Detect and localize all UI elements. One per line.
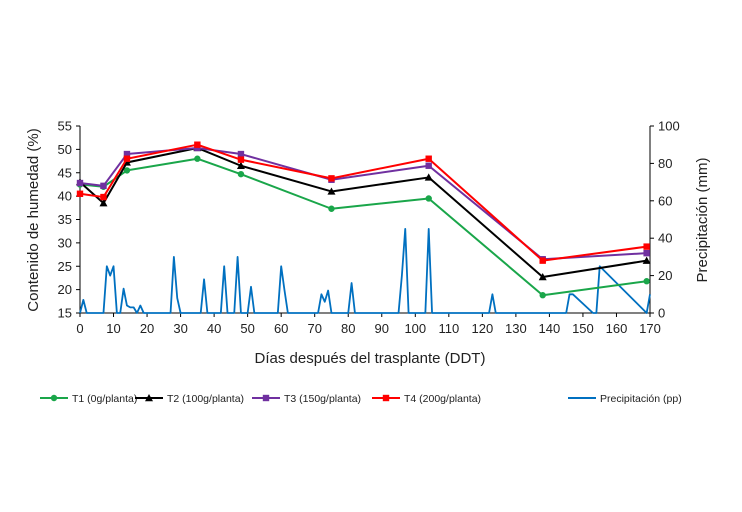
data-point [642,256,651,264]
x-tick-label: 90 [375,321,389,336]
data-point [643,243,650,250]
x-tick-label: 130 [505,321,527,336]
series-2 [76,144,650,263]
legend-marker [262,394,270,402]
data-point [123,167,131,174]
y-tick-label: 15 [58,306,72,321]
y2-tick-label: 60 [658,193,672,208]
y2-tick-label: 20 [658,268,672,283]
series-4 [79,227,651,314]
legend-item-0: T1 (0g/planta) [40,393,137,405]
y2-axis-title: Precipitación (mm) [694,157,711,282]
data-point [643,249,650,257]
axes: 0 10 20 30 40 50 60 70 80 90 100 110 120 130 140 150 160… [58,119,680,337]
series-line [79,227,651,314]
data-point [328,205,335,212]
data-point [99,199,108,207]
y-tick-label: 40 [58,189,72,204]
x-tick-label: 20 [140,321,154,336]
data-point [643,278,650,285]
legend-item-3: T4 (200g/planta) [372,393,481,405]
legend-label: T4 (200g/planta) [404,393,481,405]
y-tick-label: 55 [58,119,72,134]
x-tick-label: 40 [207,321,221,336]
data-point [123,155,131,162]
y-tick-label: 20 [58,282,72,297]
data-point [425,195,432,202]
data-point [425,155,432,162]
x-tick-label: 160 [606,321,628,336]
x-tick-label: 0 [76,321,83,336]
legend: T1 (0g/planta) T2 (100g/planta) T3 (150g/p… [40,393,682,405]
data-point [538,273,547,281]
y-tick-label: 45 [58,165,72,180]
data-point [100,193,107,201]
series-0 [76,155,650,299]
data-point [237,170,245,178]
y-tick-label: 30 [58,235,72,250]
series-line [79,143,647,262]
x-tick-label: 150 [572,321,594,336]
x-tick-label: 110 [438,321,459,336]
data-point [100,182,107,190]
y2-tick-label: 100 [658,119,680,134]
data-point [539,257,546,264]
data-point [327,187,336,195]
data-point [123,150,131,158]
y2-tick-label: 80 [658,156,672,171]
x-tick-label: 140 [539,321,561,336]
data-point [194,155,201,162]
data-point [236,161,245,169]
legend-item-2: T3 (150g/planta) [252,393,361,405]
data-point [194,141,201,148]
axis-labels: Días después del trasplante (DDT) Conten… [25,128,711,367]
x-axis-title: Días después del trasplante (DDT) [255,350,486,367]
legend-marker [145,394,153,402]
legend-marker [50,394,58,402]
legend-label: T1 (0g/planta) [72,393,137,405]
data-point [76,179,84,187]
data-point [237,156,245,163]
data-point [237,150,245,158]
series-layer [76,141,651,314]
legend-label: T2 (100g/planta) [167,393,244,405]
x-tick-label: 50 [240,321,254,336]
legend-item-4: Precipitación (pp) [568,393,682,405]
data-point [76,190,84,197]
data-point [424,173,433,181]
x-tick-label: 100 [404,321,426,336]
x-tick-label: 60 [274,321,288,336]
data-point [328,175,335,182]
x-tick-label: 30 [173,321,187,336]
y2-tick-label: 0 [658,306,665,321]
series-3 [76,141,650,264]
y-tick-label: 25 [58,259,72,274]
x-tick-label: 170 [639,321,661,336]
data-point [194,144,201,152]
legend-label: T3 (150g/planta) [284,393,361,405]
x-tick-label: 120 [472,321,494,336]
legend-item-1: T2 (100g/planta) [135,393,244,405]
y2-tick-label: 40 [658,231,672,246]
x-tick-label: 80 [341,321,355,336]
y-tick-label: 35 [58,212,72,227]
data-point [539,292,546,299]
legend-label: Precipitación (pp) [600,393,682,405]
data-point [425,162,432,169]
x-tick-label: 10 [106,321,120,336]
y-axis-title: Contenido de humedad (%) [25,128,42,311]
y-tick-label: 50 [58,142,72,157]
legend-marker [382,394,390,402]
x-tick-label: 70 [307,321,321,336]
